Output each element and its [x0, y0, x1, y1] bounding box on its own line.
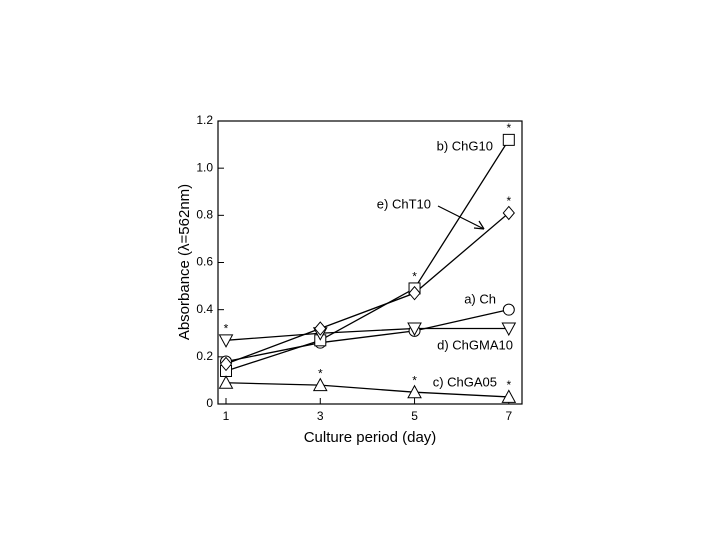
- series-label: c) ChGA05: [433, 374, 497, 389]
- y-tick-label: 0.2: [196, 349, 213, 363]
- series-line: [225, 212, 510, 365]
- marker: [501, 322, 517, 337]
- x-tick-label: 7: [505, 409, 512, 423]
- x-tick-label: 1: [223, 409, 230, 423]
- significance-mark: *: [506, 378, 511, 392]
- significance-mark: *: [224, 321, 229, 335]
- series-line: [225, 309, 509, 363]
- significance-mark: *: [412, 373, 417, 387]
- marker: [501, 389, 517, 403]
- marker: [312, 377, 328, 392]
- series-label: b) ChG10: [437, 138, 493, 153]
- annotation-arrow: [437, 205, 485, 230]
- significance-mark: *: [506, 194, 511, 208]
- arrow-head: [473, 220, 485, 230]
- x-tick-label: 3: [317, 409, 324, 423]
- x-tick-label: 5: [411, 409, 418, 423]
- marker: [218, 375, 234, 389]
- significance-mark: *: [412, 270, 417, 284]
- series-label: e) ChT10: [377, 196, 431, 211]
- marker: [502, 303, 515, 316]
- y-tick-label: 0.8: [196, 208, 213, 222]
- series-label: a) Ch: [464, 291, 496, 306]
- marker: [408, 285, 421, 301]
- y-tick-label: 1.0: [196, 160, 213, 174]
- y-tick-label: 1.2: [196, 113, 213, 127]
- series-line: [225, 327, 509, 341]
- x-axis-label: Culture period (day): [304, 429, 437, 446]
- significance-mark: *: [318, 366, 323, 380]
- significance-mark: *: [506, 121, 511, 135]
- marker: [502, 133, 515, 146]
- marker: [407, 322, 422, 337]
- y-tick-label: 0.4: [196, 302, 213, 316]
- series-line: [225, 382, 509, 398]
- y-tick-label: 0: [206, 396, 213, 410]
- marker: [502, 205, 515, 221]
- series-line: [225, 139, 510, 372]
- plot-frame: [217, 120, 523, 405]
- marker: [314, 321, 327, 336]
- marker: [218, 334, 234, 348]
- marker: [219, 356, 233, 372]
- series-label: d) ChGMA10: [437, 337, 513, 352]
- y-axis-label: Absorbance (λ=562nm): [176, 184, 193, 340]
- marker: [407, 384, 422, 399]
- y-tick-label: 0.6: [196, 255, 213, 269]
